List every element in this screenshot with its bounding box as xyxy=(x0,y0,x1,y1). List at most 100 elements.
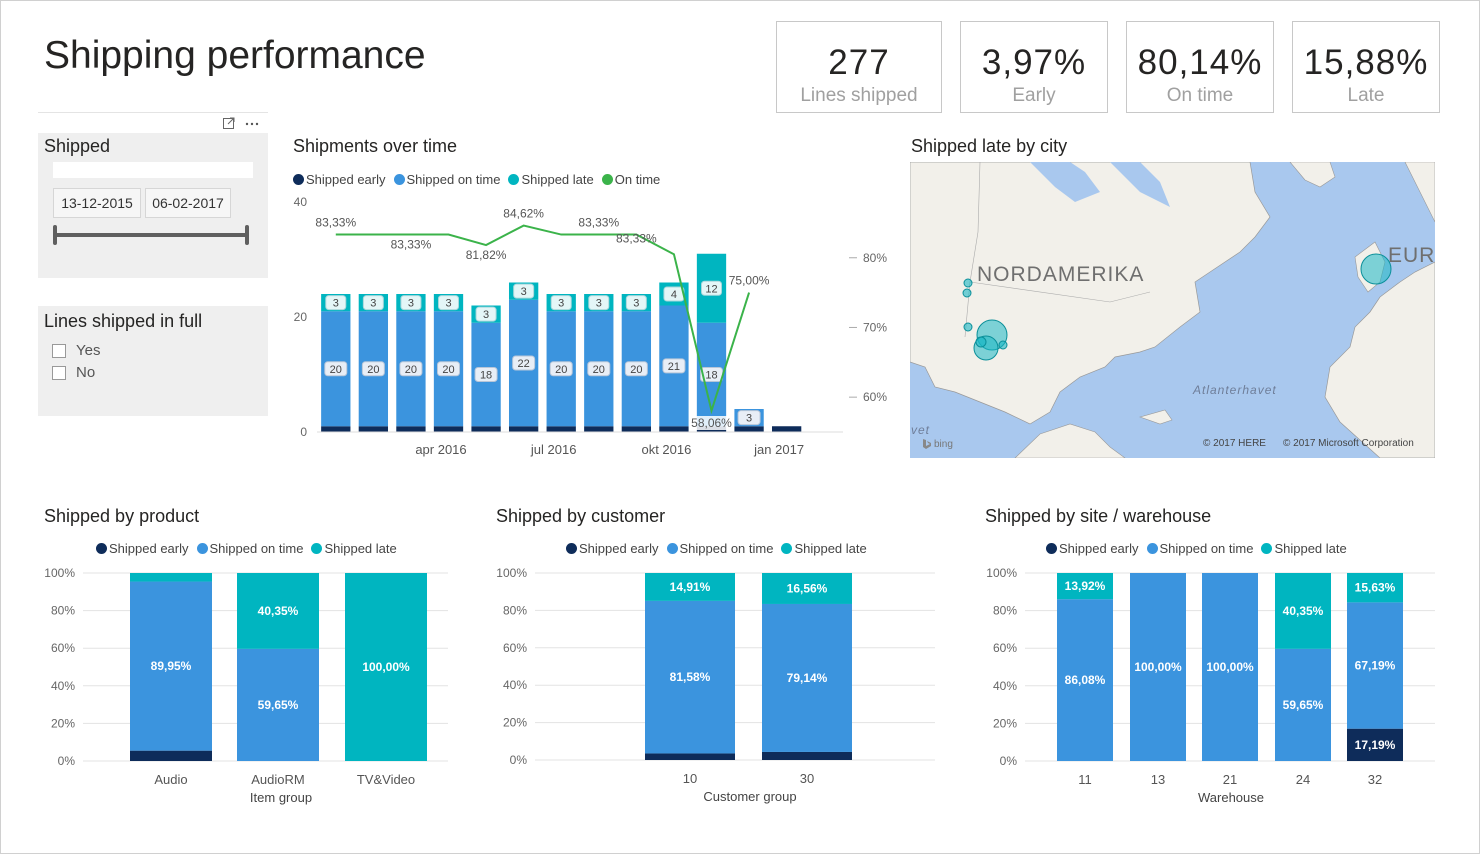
legend-item-late[interactable]: Shipped late xyxy=(1261,541,1347,556)
slider-start-handle[interactable] xyxy=(53,225,57,245)
line-data-label: 83,33% xyxy=(616,232,657,246)
legend-item-early[interactable]: Shipped early xyxy=(1046,541,1139,556)
x-axis-tick-label: Audio xyxy=(154,772,187,787)
legend-item-early[interactable]: Shipped early xyxy=(96,541,189,556)
legend-item-late[interactable]: Shipped late xyxy=(311,541,397,556)
shipments-legend: Shipped early Shipped on time Shipped la… xyxy=(293,172,668,187)
focus-mode-icon[interactable] xyxy=(222,116,236,130)
bar-segment xyxy=(237,648,319,761)
data-label-box xyxy=(512,355,536,371)
kpi-early-card[interactable]: 3,97% Early xyxy=(960,21,1108,113)
bar-segment xyxy=(321,426,351,432)
shipped-late-map[interactable]: NORDAMERIKA EUR Atlanterhavet vet bing ©… xyxy=(910,162,1435,458)
y-axis-tick-label: 100% xyxy=(44,566,75,580)
line-data-label: 83,33% xyxy=(315,216,356,230)
map-bubble xyxy=(963,278,973,288)
bar-segment xyxy=(546,426,576,432)
warehouse-legend: Shipped early Shipped on time Shipped la… xyxy=(1046,541,1355,556)
start-date-input[interactable]: 13-12-2015 xyxy=(53,188,141,218)
legend-item-on-time[interactable]: Shipped on time xyxy=(393,172,500,187)
map-credit-here: © 2017 HERE xyxy=(1203,438,1266,449)
map-bubbles xyxy=(962,253,1392,361)
option-no[interactable]: No xyxy=(52,364,95,381)
data-label-box xyxy=(737,410,761,426)
bar-segment xyxy=(396,426,426,432)
y2-axis-tick-label: 80% xyxy=(863,251,887,265)
shipped-by-warehouse-chart[interactable]: 0% 20% 40% 60% 80% 100% 86,08% 13,92% 11 100,00% 1… xyxy=(980,560,1450,810)
map-title: Shipped late by city xyxy=(911,136,1068,156)
checkbox[interactable] xyxy=(52,343,66,358)
x-axis-tick-label: jul 2016 xyxy=(530,442,577,457)
kpi-on-time-card[interactable]: 80,14% On time xyxy=(1126,21,1274,113)
data-label: 59,65% xyxy=(1283,698,1324,712)
shipped-by-customer-chart[interactable]: 0% 20% 40% 60% 80% 100% 81,58% 14,91% 10 79,14% 16… xyxy=(490,560,950,810)
legend-dot xyxy=(311,543,323,554)
data-label-box xyxy=(513,283,535,299)
slider-end-handle[interactable] xyxy=(245,225,249,245)
legend-item-on-time[interactable]: Shipped on time xyxy=(1146,541,1253,556)
data-label: 3 xyxy=(445,298,451,310)
data-label: 40,35% xyxy=(258,604,299,618)
bar-segment xyxy=(345,573,427,761)
data-label: 3 xyxy=(596,298,602,310)
data-label: 3 xyxy=(521,286,527,298)
shipped-by-product-chart[interactable]: 0% 20% 40% 60% 80% 100% 89,95% Audio 59,65% 40,35… xyxy=(38,560,448,810)
data-label-box xyxy=(550,295,572,311)
legend-item-late[interactable]: Shipped late xyxy=(508,172,594,187)
kpi-lines-shipped-card[interactable]: 277 Lines shipped xyxy=(776,21,942,113)
full-slicer-title: Lines shipped in full xyxy=(44,311,203,331)
data-label-box xyxy=(475,306,497,322)
legend-item-early[interactable]: Shipped early xyxy=(293,172,386,187)
legend-dot xyxy=(96,543,107,554)
bar-segment xyxy=(130,750,212,761)
map-bubble xyxy=(975,336,987,348)
bar-segment xyxy=(1057,599,1113,761)
more-options-icon[interactable] xyxy=(244,116,260,130)
option-yes[interactable]: Yes xyxy=(52,342,100,359)
checkbox[interactable] xyxy=(52,365,66,380)
map-bubble xyxy=(1360,253,1392,285)
legend-dot xyxy=(566,543,577,554)
date-range-slider-track[interactable] xyxy=(55,233,248,237)
data-label-box xyxy=(437,361,460,377)
data-label: 3 xyxy=(408,298,414,310)
legend-item-late[interactable]: Shipped late xyxy=(781,541,867,556)
legend-label: Shipped late xyxy=(1274,541,1347,556)
kpi-late-card[interactable]: 15,88% Late xyxy=(1292,21,1440,113)
full-slicer-panel xyxy=(38,306,268,416)
data-label-box xyxy=(625,295,647,311)
x-axis-tick-label: TV&Video xyxy=(357,772,415,787)
x-axis-tick-label: 30 xyxy=(800,771,814,786)
shipped-slicer-title: Shipped xyxy=(44,136,111,156)
bar-segment xyxy=(471,426,501,432)
legend-item-on-time[interactable]: Shipped on time xyxy=(196,541,303,556)
end-date-input[interactable]: 06-02-2017 xyxy=(145,188,231,218)
legend-label: Shipped late xyxy=(324,541,397,556)
map-label-north-america: NORDAMERIKA xyxy=(977,263,1145,286)
kpi-value: 80,14% xyxy=(1137,43,1263,82)
data-label: 17,19% xyxy=(1355,738,1396,752)
legend-label: Shipped late xyxy=(794,541,867,556)
data-label: 12 xyxy=(705,283,717,295)
slicer-search-bar[interactable] xyxy=(53,162,253,178)
data-label: 3 xyxy=(633,298,639,310)
legend-item-early[interactable]: Shipped early xyxy=(566,541,659,556)
bar-segment xyxy=(508,426,539,432)
data-label: 89,95% xyxy=(151,659,192,673)
product-legend: Shipped early Shipped on time Shipped la… xyxy=(96,541,405,556)
y-axis-tick-label: 20 xyxy=(294,310,308,324)
shipments-over-time-chart[interactable]: 0 20 40 60% 70% 80% 20 3 20 3 20 3 20 3 18 3 22 3 20 3 20 3 20… xyxy=(285,190,900,465)
kpi-label: Late xyxy=(1347,85,1385,106)
legend-label: Shipped on time xyxy=(679,541,774,556)
x-axis-tick-label: okt 2016 xyxy=(641,442,691,457)
product-chart-title: Shipped by product xyxy=(44,506,200,526)
data-label: 16,56% xyxy=(787,581,828,595)
legend-item-on-time-line[interactable]: On time xyxy=(601,172,660,187)
data-label: 100,00% xyxy=(362,660,410,674)
bar-segment xyxy=(1130,573,1186,761)
y-axis-tick-label: 0% xyxy=(510,753,528,767)
y-axis-tick-label: 40% xyxy=(993,679,1017,693)
legend-item-on-time[interactable]: Shipped on time xyxy=(666,541,774,556)
customer-chart-title: Shipped by customer xyxy=(496,506,666,526)
bar-segment xyxy=(1202,573,1258,761)
